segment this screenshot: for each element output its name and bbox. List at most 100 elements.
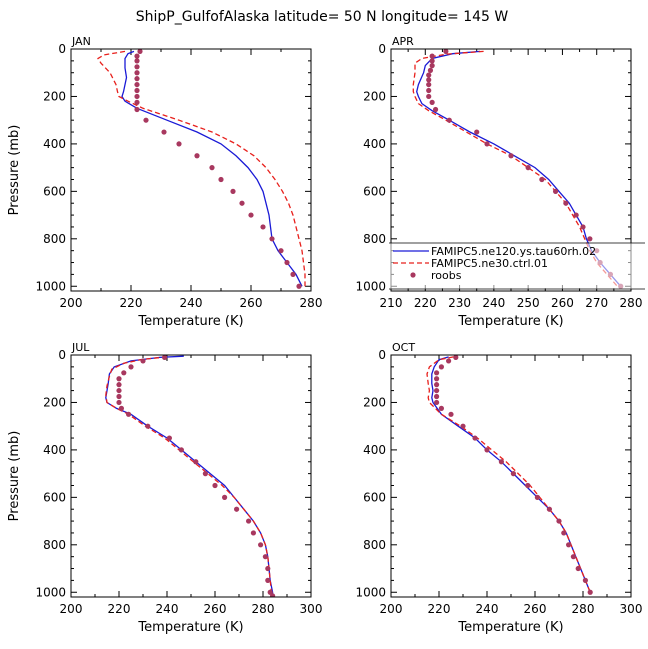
- x-tick-label: 230: [448, 296, 471, 310]
- roobs-point: [472, 435, 478, 441]
- x-tick-label: 210: [380, 296, 403, 310]
- series-group: [426, 355, 593, 595]
- roobs-point: [239, 200, 245, 206]
- roobs-point: [434, 393, 440, 400]
- plot-frame: [70, 48, 312, 292]
- y-tick-label: 0: [58, 42, 66, 56]
- roobs-point: [448, 411, 454, 417]
- roobs-point: [246, 518, 252, 524]
- x-tick-label: 220: [414, 296, 437, 310]
- roobs-point: [178, 447, 184, 453]
- y-tick-label: 400: [43, 137, 66, 151]
- legend: FAMIPC5.ne120.ys.tau60rh.02FAMIPC5.ne30.…: [389, 242, 645, 290]
- series-line-ne120-tau60rh: [416, 50, 622, 287]
- y-tick-label: 600: [43, 490, 66, 504]
- roobs-point: [438, 364, 444, 370]
- roobs-point: [474, 129, 480, 135]
- series-line-ne30-ctrl: [105, 356, 274, 597]
- x-tick-label: 280: [252, 602, 275, 616]
- y-tick-label: 800: [43, 232, 66, 246]
- x-tick-label: 300: [620, 602, 643, 616]
- roobs-point: [269, 236, 275, 242]
- roobs-point: [212, 482, 218, 489]
- roobs-point: [145, 423, 151, 429]
- roobs-point: [265, 565, 271, 572]
- roobs-point: [134, 64, 140, 70]
- x-tick-label: 220: [120, 296, 143, 310]
- series-group: [97, 49, 306, 289]
- legend-label: roobs: [431, 269, 462, 282]
- roobs-point: [296, 283, 302, 289]
- roobs-point: [265, 577, 271, 583]
- series-line-ne30-ctrl: [426, 356, 591, 593]
- x-tick-label: 260: [551, 296, 574, 310]
- legend-marker: [410, 272, 416, 278]
- y-tick-label: 200: [43, 89, 66, 103]
- roobs-point: [290, 271, 296, 277]
- x-tick-label: 240: [482, 296, 505, 310]
- roobs-point: [116, 382, 122, 388]
- roobs-point: [566, 542, 572, 548]
- y-tick-label: 800: [363, 538, 386, 552]
- x-tick-label: 270: [585, 296, 608, 310]
- roobs-point: [434, 370, 440, 376]
- roobs-point: [453, 355, 459, 360]
- panel-title: APR: [392, 35, 414, 48]
- roobs-point: [270, 593, 276, 597]
- roobs-point: [525, 165, 531, 171]
- roobs-point: [134, 81, 140, 88]
- roobs-point: [426, 93, 432, 100]
- roobs-point: [432, 106, 439, 113]
- roobs-point: [134, 99, 140, 105]
- plot-frame: [390, 354, 632, 598]
- roobs-point: [587, 589, 593, 595]
- roobs-point: [121, 370, 127, 376]
- series-line-ne30-ctrl: [97, 50, 306, 287]
- roobs-point: [230, 188, 236, 194]
- y-tick-label: 200: [43, 395, 66, 409]
- chart-panel-oct: 200 220 240 260 280 300 0 200 400 600 800 1000 OCT Te…: [355, 341, 642, 635]
- y-tick-label: 1000: [355, 279, 386, 293]
- roobs-point: [429, 63, 435, 69]
- roobs-point: [248, 212, 254, 218]
- y-tick-label: 200: [363, 89, 386, 103]
- plot-frame: [390, 48, 632, 292]
- roobs-point: [438, 405, 444, 411]
- y-tick-label: 200: [363, 395, 386, 409]
- roobs-point: [426, 72, 432, 78]
- roobs-point: [426, 81, 432, 88]
- chart-panel-jan: 200 220 240 260 280 0 200 400 600 800 1000 JAN Tempe…: [7, 35, 322, 329]
- x-tick-label: 300: [300, 602, 323, 616]
- roobs-point: [570, 554, 577, 560]
- roobs-point: [539, 176, 545, 183]
- roobs-point: [218, 176, 224, 183]
- y-tick-label: 0: [378, 348, 386, 362]
- roobs-point: [116, 387, 122, 394]
- roobs-point: [429, 58, 435, 64]
- roobs-point: [134, 93, 140, 100]
- roobs-point: [426, 77, 432, 83]
- roobs-point: [134, 58, 140, 64]
- roobs-point: [278, 248, 284, 254]
- y-axis-label: Pressure (mb): [7, 431, 22, 522]
- roobs-point: [434, 382, 440, 388]
- roobs-point: [137, 49, 143, 54]
- legend-label: FAMIPC5.ne120.ys.tau60rh.02: [431, 245, 596, 258]
- x-axis-label: Temperature (K): [137, 314, 243, 329]
- x-tick-label: 260: [524, 602, 547, 616]
- panel-title: OCT: [392, 341, 415, 354]
- roobs-point: [161, 129, 167, 135]
- roobs-point: [143, 117, 149, 123]
- figure-title: ShipP_GulfofAlaska latitude= 50 N longit…: [136, 9, 509, 25]
- roobs-point: [582, 577, 589, 583]
- x-tick-label: 280: [300, 296, 323, 310]
- roobs-point: [134, 70, 140, 76]
- roobs-point: [427, 67, 434, 73]
- y-tick-label: 400: [363, 443, 386, 457]
- roobs-point: [552, 188, 559, 194]
- roobs-point: [498, 459, 504, 465]
- roobs-point: [193, 459, 199, 465]
- roobs-point: [510, 471, 516, 477]
- roobs-point: [262, 554, 268, 560]
- y-tick-label: 800: [363, 232, 386, 246]
